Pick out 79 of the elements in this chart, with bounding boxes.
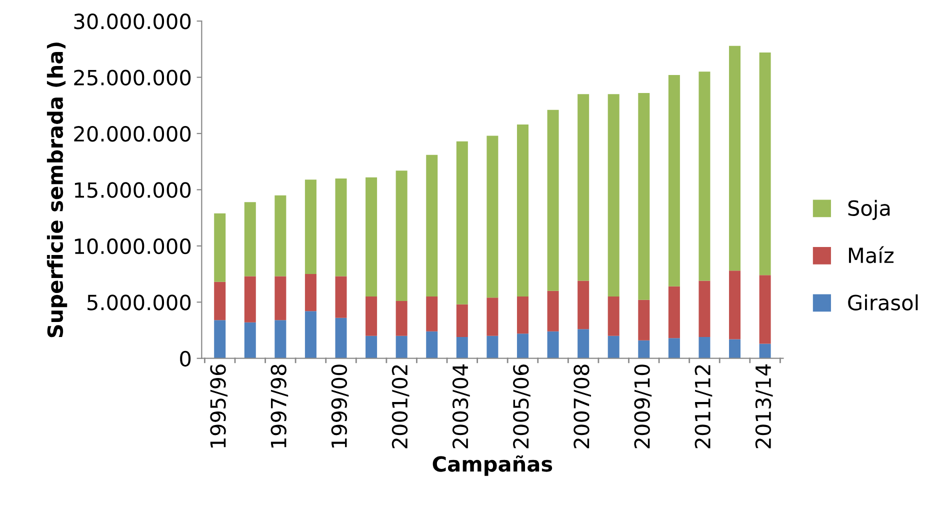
bar <box>214 282 226 320</box>
bar <box>578 280 590 330</box>
x-tick-label: 1997/98 <box>270 364 288 448</box>
bar <box>304 274 316 312</box>
bar <box>608 296 620 336</box>
bar <box>214 213 226 282</box>
bar <box>668 286 680 338</box>
bar <box>668 338 680 358</box>
y-tick-label: 25.000.000 <box>74 70 191 86</box>
bar <box>547 331 559 358</box>
bar <box>396 170 408 302</box>
x-tick-label: 2009/10 <box>634 364 652 448</box>
x-tick-label: 2001/02 <box>392 365 410 448</box>
bar <box>456 304 468 337</box>
y-tick-label: 10.000.000 <box>74 238 191 254</box>
bar <box>578 94 590 281</box>
bar <box>366 177 378 297</box>
x-axis-title: Campañas <box>432 455 552 476</box>
bar <box>244 322 256 358</box>
bar <box>759 275 771 344</box>
bar <box>456 141 468 304</box>
bar <box>759 52 771 276</box>
legend-label: Maíz <box>848 246 894 264</box>
y-tick-label: 20.000.000 <box>74 126 191 142</box>
x-tick-label: 2011/12 <box>694 365 712 448</box>
bar <box>729 339 741 358</box>
bar <box>698 280 710 337</box>
bar <box>698 72 710 281</box>
bar <box>638 93 650 300</box>
bar <box>274 320 286 358</box>
bar <box>366 296 378 336</box>
bar <box>274 276 286 320</box>
bar <box>244 276 256 322</box>
bar <box>486 336 498 358</box>
bar <box>335 318 347 358</box>
bar <box>396 301 408 336</box>
legend-label: Girasol <box>848 294 918 310</box>
x-tick-label: 2005/06 <box>513 364 530 448</box>
x-tick-label: 1999/00 <box>331 364 349 448</box>
bar <box>638 300 650 340</box>
bar <box>456 337 468 358</box>
bar <box>214 320 226 358</box>
bar <box>516 124 528 297</box>
bar <box>516 296 528 334</box>
x-tick-label: 2007/08 <box>574 364 591 448</box>
legend-label: Soja <box>848 200 890 220</box>
y-axis-title: Superficie sembrada (ha) <box>46 42 68 338</box>
bar <box>608 94 620 297</box>
bar <box>244 202 256 276</box>
bar <box>335 276 347 318</box>
bar <box>366 336 378 358</box>
bar <box>486 298 498 336</box>
bar <box>668 75 680 286</box>
bar <box>516 334 528 358</box>
bar <box>638 340 650 358</box>
bar <box>729 46 741 271</box>
x-tick-label: 2013/14 <box>755 364 773 448</box>
bar <box>274 195 286 276</box>
y-tick-label: 0 <box>180 350 191 367</box>
x-tick-label: 2003/04 <box>452 364 470 448</box>
y-tick-label: 15.000.000 <box>74 182 191 198</box>
bar <box>426 296 438 332</box>
bar <box>729 270 741 340</box>
x-tick-label: 1995/96 <box>210 364 228 448</box>
bar <box>759 344 771 358</box>
bar <box>396 336 408 358</box>
bar <box>426 154 438 297</box>
bar <box>304 311 316 358</box>
bar <box>698 337 710 358</box>
y-tick-label: 5.000.000 <box>88 294 191 310</box>
bar <box>578 329 590 358</box>
bar <box>547 290 559 332</box>
bar <box>486 136 498 298</box>
bar <box>304 180 316 274</box>
bar <box>335 178 347 276</box>
bar <box>547 110 559 291</box>
bar <box>608 336 620 358</box>
bar <box>426 331 438 358</box>
y-tick-label: 30.000.000 <box>74 14 191 30</box>
